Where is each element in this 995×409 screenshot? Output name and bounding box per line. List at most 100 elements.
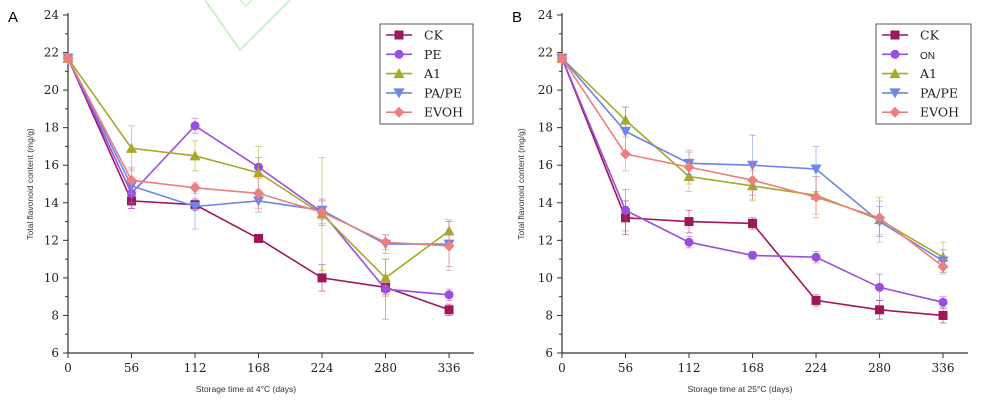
- data-point: [810, 164, 822, 175]
- x-tick-label: 280: [374, 361, 397, 375]
- data-point: [684, 217, 694, 227]
- y-tick-label: 22: [538, 46, 553, 60]
- x-tick-label: 56: [124, 361, 139, 375]
- y-tick-label: 8: [51, 308, 59, 322]
- x-tick-label: 168: [741, 361, 764, 375]
- data-point: [684, 237, 694, 247]
- legend-item: CK: [386, 28, 444, 43]
- data-point: [126, 142, 138, 153]
- data-point: [556, 52, 568, 64]
- x-tick-label: 336: [438, 361, 461, 375]
- legend-marker: [889, 68, 901, 79]
- legend-label: A1: [919, 66, 937, 81]
- x-axis-label: Storage time at 25°C (days): [688, 384, 793, 394]
- y-tick-label: 14: [44, 196, 60, 210]
- panel-letter: A: [8, 9, 18, 26]
- x-tick-label: 280: [868, 361, 891, 375]
- legend-marker: [889, 106, 901, 118]
- y-tick-label: 8: [545, 308, 553, 322]
- y-tick-label: 24: [538, 8, 554, 22]
- y-axis-label: Total flavonoid content (mg/g): [516, 128, 526, 240]
- legend-marker: [394, 30, 404, 40]
- x-tick-label: 56: [618, 361, 633, 375]
- x-tick-label: 0: [64, 361, 72, 375]
- x-tick-label: 224: [805, 361, 828, 375]
- data-point: [811, 252, 821, 262]
- x-tick-label: 112: [678, 361, 701, 375]
- y-tick-label: 10: [538, 271, 553, 285]
- y-axis-label: Total flavonoid content (mg/g): [25, 128, 35, 240]
- y-tick-label: 6: [51, 346, 59, 360]
- data-point: [937, 261, 949, 273]
- legend-item: EVOH: [386, 105, 463, 120]
- y-tick-label: 18: [44, 121, 59, 135]
- data-point: [938, 310, 948, 320]
- legend-marker: [393, 68, 405, 79]
- legend-label: PE: [424, 47, 442, 62]
- x-tick-label: 112: [184, 361, 207, 375]
- legend-marker: [394, 49, 404, 59]
- data-point: [748, 218, 758, 228]
- legend-label: ON: [920, 51, 935, 62]
- data-point: [316, 206, 328, 218]
- data-point: [189, 202, 201, 213]
- x-tick-label: 0: [558, 361, 566, 375]
- y-tick-label: 14: [538, 196, 554, 210]
- legend-item: CK: [882, 28, 940, 43]
- legend-label: EVOH: [920, 105, 959, 120]
- data-point: [126, 174, 138, 186]
- data-point: [380, 272, 392, 283]
- legend-item: EVOH: [882, 105, 959, 120]
- y-tick-label: 6: [545, 346, 553, 360]
- chart-panel-a: A 6 8 10 12 14 16 18 20 22 24 0 56 112 168 224 280 336 Sto…: [8, 8, 474, 394]
- data-point: [189, 150, 201, 161]
- y-tick-label: 12: [538, 233, 553, 247]
- legend: CK ON A1 PA/PE EVOH: [875, 23, 972, 125]
- legend-marker: [889, 88, 901, 99]
- y-tick-label: 18: [538, 121, 553, 135]
- legend-label: PA/PE: [424, 85, 462, 100]
- chart-panel-b: B 6 8 10 12 14 16 18 20 22 24 0 56 112 168 224 280 336 Sto…: [512, 8, 972, 394]
- legend-label: A1: [423, 66, 441, 81]
- y-tick-label: 10: [44, 271, 59, 285]
- legend-label: PA/PE: [920, 85, 958, 100]
- legend-marker: [393, 88, 405, 99]
- legend-marker: [890, 49, 900, 59]
- data-point: [254, 233, 264, 243]
- series-evoh: [556, 52, 949, 275]
- x-tick-label: 336: [932, 361, 955, 375]
- legend-item: ON: [882, 49, 935, 62]
- y-tick-label: 16: [538, 158, 553, 172]
- data-point: [874, 212, 886, 224]
- data-point: [620, 126, 632, 137]
- data-point: [620, 148, 632, 160]
- x-tick-label: 168: [247, 361, 270, 375]
- legend-item: A1: [386, 66, 441, 81]
- y-tick-label: 22: [44, 46, 59, 60]
- series-evoh: [62, 52, 455, 271]
- legend-marker: [393, 106, 405, 118]
- legend: CK PE A1 PA/PE EVOH: [379, 23, 474, 125]
- data-point: [380, 236, 392, 248]
- data-point: [444, 305, 454, 315]
- y-tick-label: 16: [44, 158, 59, 172]
- y-tick-label: 24: [44, 8, 60, 22]
- x-axis-label: Storage time at 4°C (days): [196, 384, 296, 394]
- data-point: [253, 167, 265, 178]
- legend-item: A1: [882, 66, 937, 81]
- data-point: [317, 273, 327, 283]
- data-point: [747, 174, 759, 186]
- legend-label: EVOH: [424, 105, 463, 120]
- data-point: [938, 297, 948, 307]
- y-tick-label: 20: [44, 83, 59, 97]
- data-point: [811, 295, 821, 305]
- legend-item: PA/PE: [882, 85, 958, 100]
- data-point: [253, 187, 265, 199]
- data-point: [810, 191, 822, 203]
- legend-label: CK: [424, 28, 444, 43]
- data-point: [875, 282, 885, 292]
- legend-item: PA/PE: [386, 85, 462, 100]
- data-point: [748, 250, 758, 260]
- data-point: [62, 52, 74, 64]
